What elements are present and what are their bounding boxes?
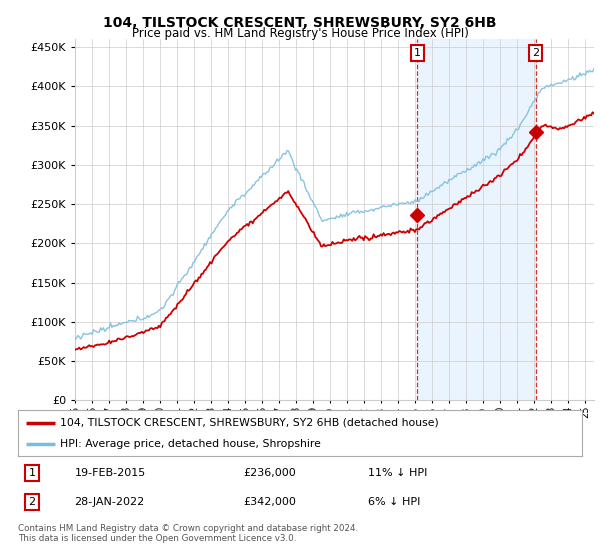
Text: HPI: Average price, detached house, Shropshire: HPI: Average price, detached house, Shro… [60, 439, 321, 449]
Text: 6% ↓ HPI: 6% ↓ HPI [368, 497, 420, 507]
Text: 104, TILSTOCK CRESCENT, SHREWSBURY, SY2 6HB: 104, TILSTOCK CRESCENT, SHREWSBURY, SY2 … [103, 16, 497, 30]
Text: 11% ↓ HPI: 11% ↓ HPI [368, 468, 427, 478]
Text: 19-FEB-2015: 19-FEB-2015 [74, 468, 146, 478]
Text: 2: 2 [29, 497, 35, 507]
Text: Price paid vs. HM Land Registry's House Price Index (HPI): Price paid vs. HM Land Registry's House … [131, 27, 469, 40]
Text: 1: 1 [414, 48, 421, 58]
Text: £342,000: £342,000 [244, 497, 296, 507]
Bar [418, 39, 536, 400]
Text: 2: 2 [532, 48, 539, 58]
Text: Contains HM Land Registry data © Crown copyright and database right 2024.
This d: Contains HM Land Registry data © Crown c… [18, 524, 358, 543]
Text: 1: 1 [29, 468, 35, 478]
Text: £236,000: £236,000 [244, 468, 296, 478]
Text: 104, TILSTOCK CRESCENT, SHREWSBURY, SY2 6HB (detached house): 104, TILSTOCK CRESCENT, SHREWSBURY, SY2 … [60, 418, 439, 428]
Text: 28-JAN-2022: 28-JAN-2022 [74, 497, 145, 507]
